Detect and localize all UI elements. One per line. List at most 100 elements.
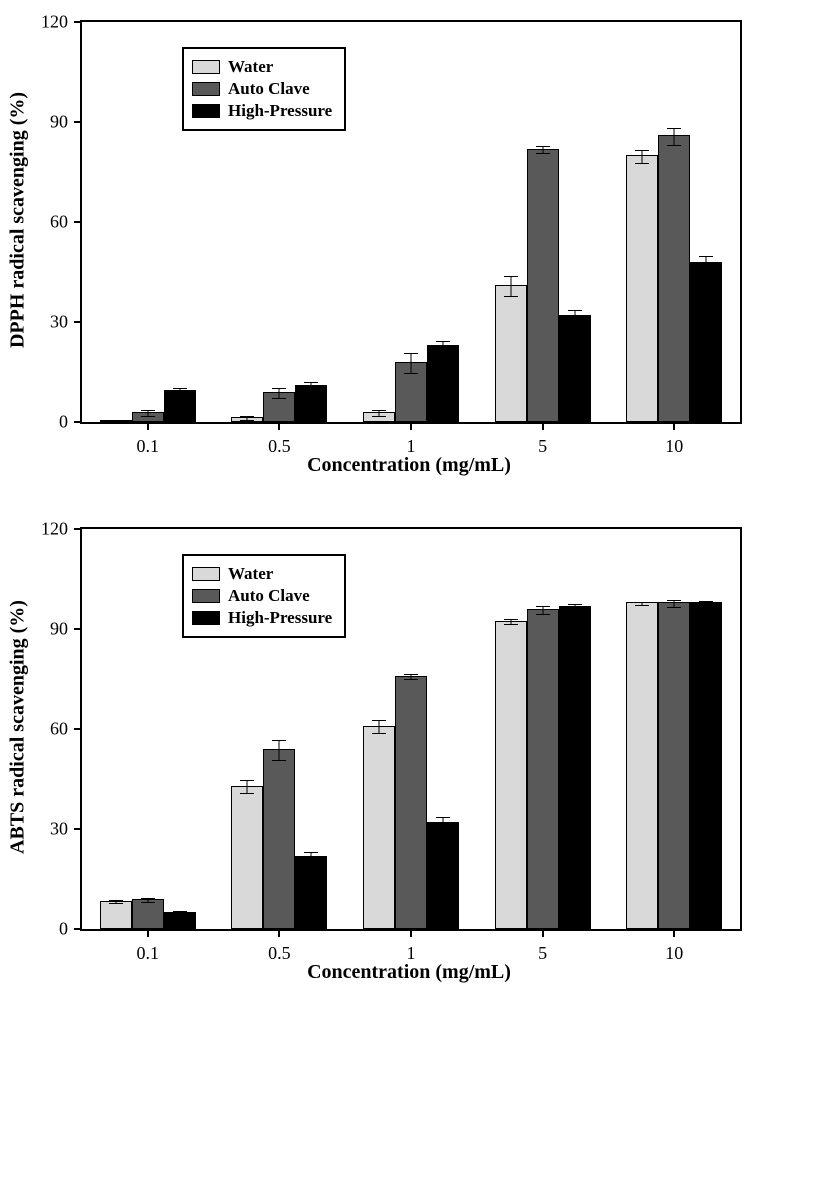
- bar: [427, 345, 459, 422]
- error-cap: [504, 619, 518, 620]
- x-axis-label: Concentration (mg/mL): [80, 454, 738, 477]
- bar: [690, 262, 722, 422]
- y-tick: [74, 628, 82, 630]
- y-tick-label: 30: [50, 819, 68, 840]
- error-cap: [635, 602, 649, 603]
- legend-swatch: [192, 611, 220, 625]
- legend-entry: High-Pressure: [192, 608, 332, 628]
- bar: [658, 602, 690, 929]
- legend-entry: Water: [192, 564, 332, 584]
- error-cap: [504, 276, 518, 277]
- bar-group: [495, 606, 591, 929]
- error-cap: [372, 416, 386, 417]
- bar-group: [231, 385, 327, 422]
- error-bar: [542, 606, 543, 614]
- y-tick-label: 0: [59, 412, 68, 433]
- bar: [263, 749, 295, 929]
- bar: [231, 417, 263, 422]
- y-tick-label: 120: [41, 12, 68, 33]
- y-tick: [74, 321, 82, 323]
- error-bar: [706, 256, 707, 269]
- bar: [626, 155, 658, 422]
- bar: [164, 912, 196, 929]
- chart-panel-dpph: DPPH radical scavenging (%)03060901200.1…: [80, 20, 827, 477]
- error-cap: [635, 605, 649, 606]
- bar-group: [100, 899, 196, 929]
- x-tick-label: 5: [538, 943, 547, 964]
- x-tick-label: 10: [665, 436, 683, 457]
- error-cap: [141, 902, 155, 903]
- x-tick: [673, 422, 675, 430]
- x-tick: [673, 929, 675, 937]
- error-cap: [699, 606, 713, 607]
- y-tick-label: 30: [50, 312, 68, 333]
- y-axis-label: ABTS radical scavenging (%): [7, 600, 30, 854]
- error-bar: [510, 276, 511, 296]
- bar: [363, 412, 395, 422]
- error-cap: [240, 793, 254, 794]
- error-cap: [272, 740, 286, 741]
- error-cap: [372, 733, 386, 734]
- bar: [100, 901, 132, 929]
- error-cap: [109, 903, 123, 904]
- error-cap: [699, 270, 713, 271]
- error-bar: [411, 353, 412, 373]
- legend-swatch: [192, 104, 220, 118]
- error-cap: [272, 398, 286, 399]
- error-cap: [141, 410, 155, 411]
- legend: WaterAuto ClaveHigh-Pressure: [182, 47, 346, 131]
- x-tick: [410, 929, 412, 937]
- bar: [295, 856, 327, 929]
- bar-group: [363, 345, 459, 422]
- legend-label: Water: [228, 564, 273, 584]
- bar-group: [231, 749, 327, 929]
- error-cap: [173, 911, 187, 912]
- bar: [559, 606, 591, 929]
- error-cap: [436, 341, 450, 342]
- y-tick-label: 60: [50, 212, 68, 233]
- legend-label: High-Pressure: [228, 608, 332, 628]
- legend-label: Water: [228, 57, 273, 77]
- error-cap: [536, 153, 550, 154]
- legend-entry: Auto Clave: [192, 586, 332, 606]
- x-tick-label: 5: [538, 436, 547, 457]
- error-cap: [240, 780, 254, 781]
- error-cap: [372, 410, 386, 411]
- error-bar: [279, 740, 280, 760]
- bar: [231, 786, 263, 929]
- x-tick: [542, 929, 544, 937]
- error-bar: [379, 720, 380, 733]
- legend-label: Auto Clave: [228, 586, 310, 606]
- x-tick-label: 10: [665, 943, 683, 964]
- error-cap: [173, 388, 187, 389]
- error-cap: [436, 351, 450, 352]
- error-cap: [536, 606, 550, 607]
- bar: [427, 822, 459, 929]
- bar: [690, 602, 722, 929]
- error-cap: [404, 353, 418, 354]
- x-tick: [278, 929, 280, 937]
- y-tick: [74, 421, 82, 423]
- y-tick-label: 90: [50, 112, 68, 133]
- error-cap: [568, 323, 582, 324]
- bar: [395, 362, 427, 422]
- plot-area: 03060901200.10.51510WaterAuto ClaveHigh-…: [80, 527, 742, 931]
- y-tick-label: 60: [50, 719, 68, 740]
- error-cap: [436, 817, 450, 818]
- legend-entry: Water: [192, 57, 332, 77]
- error-bar: [574, 310, 575, 323]
- x-tick: [542, 422, 544, 430]
- x-tick-label: 1: [407, 436, 416, 457]
- bar: [495, 285, 527, 422]
- error-cap: [141, 898, 155, 899]
- error-bar: [443, 341, 444, 351]
- legend-entry: Auto Clave: [192, 79, 332, 99]
- error-cap: [635, 150, 649, 151]
- error-cap: [504, 296, 518, 297]
- error-cap: [109, 900, 123, 901]
- legend-entry: High-Pressure: [192, 101, 332, 121]
- error-cap: [536, 146, 550, 147]
- error-cap: [568, 310, 582, 311]
- error-cap: [272, 760, 286, 761]
- legend-label: High-Pressure: [228, 101, 332, 121]
